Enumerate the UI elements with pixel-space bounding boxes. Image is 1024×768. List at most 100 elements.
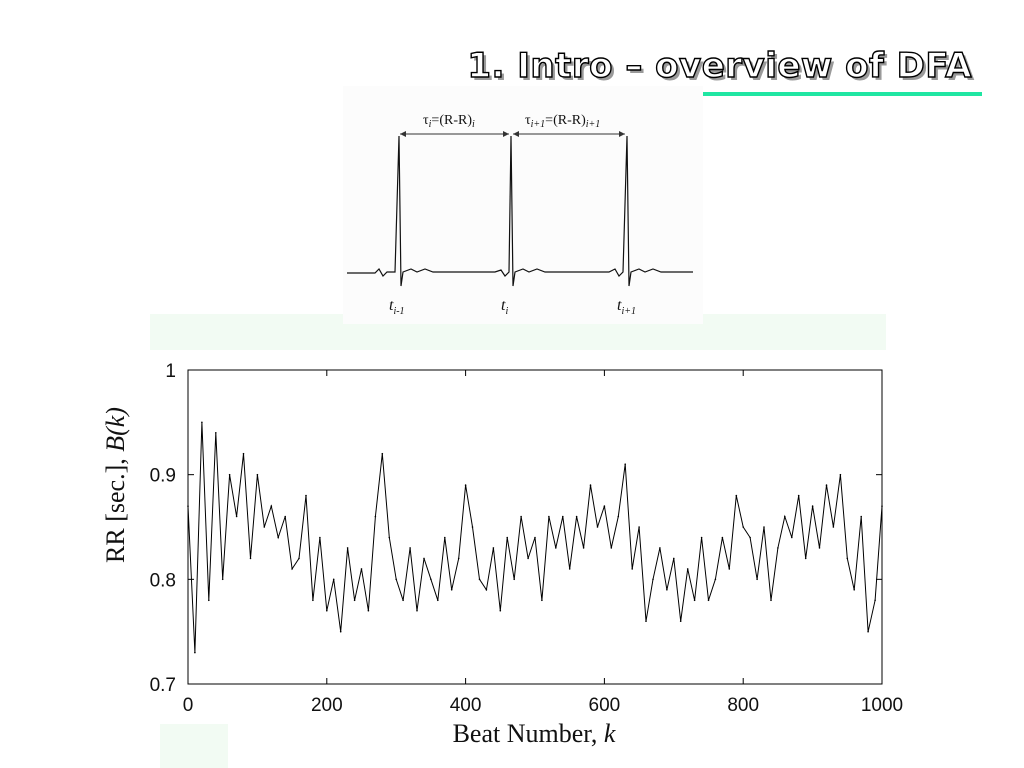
data-point	[770, 599, 772, 602]
data-point	[339, 630, 342, 633]
slide-title: 1. Intro – overview of DFA	[467, 45, 973, 86]
data-point	[749, 536, 751, 539]
time-label-t-i: ti	[501, 297, 508, 317]
data-points	[187, 421, 883, 654]
data-point	[881, 505, 883, 507]
arrowhead	[619, 131, 625, 137]
data-point	[457, 557, 460, 560]
data-point	[735, 494, 738, 497]
data-point	[707, 599, 710, 602]
data-point	[291, 568, 293, 570]
data-point	[555, 547, 557, 549]
data-point	[312, 599, 314, 602]
background-band-bottom	[160, 724, 228, 768]
data-point	[444, 536, 446, 539]
ecg-diagram-svg: τi=(R-R)i τi+1=(R-R)i+1 ti-1 ti ti+1	[347, 113, 693, 317]
y-tick-label: 1	[165, 361, 176, 382]
data-point	[846, 557, 849, 560]
data-point	[374, 515, 377, 518]
data-point	[326, 609, 328, 612]
data-point	[485, 589, 488, 591]
data-point	[284, 515, 287, 518]
data-point	[832, 526, 835, 528]
data-point	[784, 515, 786, 518]
data-point	[332, 578, 335, 581]
data-point	[797, 494, 800, 497]
data-point	[402, 599, 404, 602]
data-point	[686, 568, 689, 570]
interval-label-tau-i-plus-1: τi+1=(R-R)i+1	[525, 113, 600, 130]
ecg-trace	[347, 135, 693, 287]
data-point	[416, 609, 418, 612]
data-point	[818, 547, 821, 549]
y-tick-label: 0.9	[150, 466, 176, 487]
data-point	[409, 547, 411, 549]
data-point	[659, 547, 661, 549]
arrowhead	[513, 131, 519, 137]
x-tick-label: 1000	[861, 695, 903, 716]
data-point	[853, 589, 855, 591]
data-point	[589, 484, 592, 486]
data-point	[617, 515, 620, 518]
data-point	[478, 578, 481, 581]
interval-label-tau-i: τi=(R-R)i	[423, 113, 475, 130]
data-point	[763, 526, 765, 528]
data-point	[367, 609, 370, 612]
data-point	[679, 620, 682, 622]
data-point	[804, 557, 807, 560]
data-point	[471, 526, 474, 528]
data-point	[874, 599, 876, 602]
y-axis-label: RR [sec.], B(k)	[101, 407, 130, 563]
data-point	[353, 599, 356, 602]
data-point	[298, 557, 300, 560]
data-point	[575, 515, 578, 518]
data-point	[534, 536, 536, 539]
y-tick-label: 0.8	[150, 570, 176, 591]
data-point	[541, 599, 543, 602]
data-point	[742, 526, 744, 528]
data-point	[235, 515, 238, 518]
data-point	[825, 484, 828, 486]
data-point	[700, 536, 703, 539]
data-point	[263, 526, 266, 528]
data-point	[360, 568, 363, 570]
data-point	[811, 505, 814, 507]
data-point	[437, 599, 439, 602]
data-point	[582, 547, 585, 549]
data-point	[666, 589, 668, 591]
data-point	[756, 578, 758, 581]
data-point	[645, 620, 647, 622]
arrowhead	[400, 131, 406, 137]
data-point	[673, 557, 675, 560]
data-point	[596, 526, 599, 528]
data-point	[305, 494, 307, 497]
plot-frame	[187, 369, 883, 685]
x-ticks: 0 200 400 600 800 1000	[183, 370, 903, 716]
data-point	[527, 557, 529, 560]
data-point	[187, 505, 189, 507]
data-point	[319, 536, 321, 539]
data-point	[624, 463, 626, 466]
data-point	[492, 547, 495, 549]
data-point	[860, 515, 862, 518]
data-point	[839, 473, 842, 476]
x-tick-label: 0	[183, 695, 194, 716]
data-point	[464, 484, 467, 486]
data-point	[423, 557, 425, 560]
data-point	[721, 536, 724, 539]
data-point	[194, 651, 196, 654]
x-tick-label: 200	[311, 695, 343, 716]
data-point	[381, 452, 384, 455]
data-point	[520, 515, 522, 518]
data-point	[242, 452, 245, 455]
data-point	[388, 536, 391, 539]
data-point	[513, 578, 515, 581]
data-point	[221, 578, 224, 581]
data-point	[693, 599, 696, 602]
arrowhead	[503, 131, 509, 137]
data-point	[506, 536, 509, 539]
data-point	[277, 536, 280, 539]
data-point	[201, 421, 203, 424]
data-point	[228, 473, 231, 476]
